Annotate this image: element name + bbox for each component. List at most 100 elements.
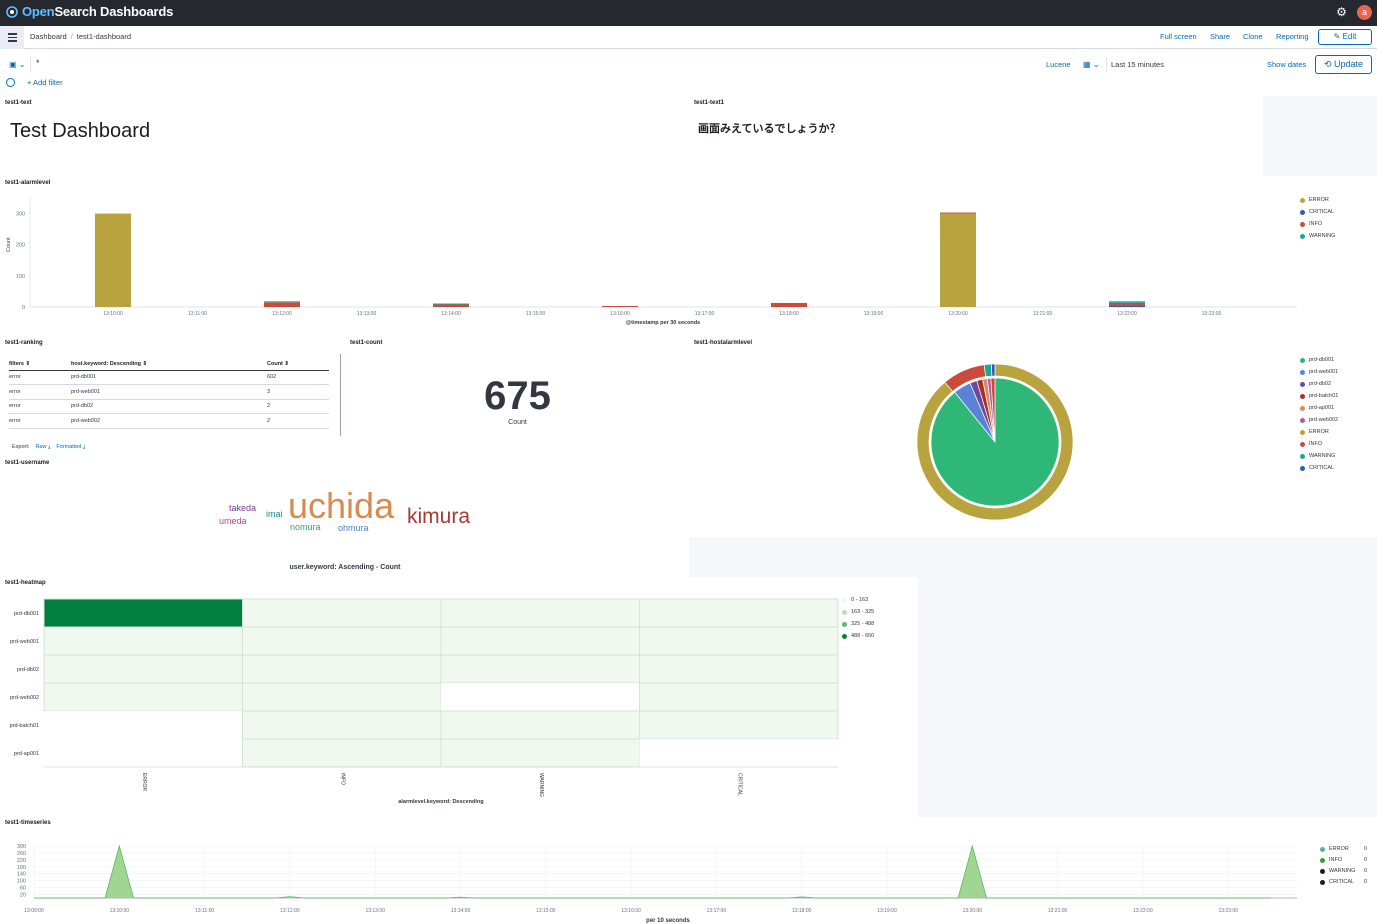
alarmlevel-xtick: 13:16:00 — [610, 311, 630, 317]
column-header-count[interactable]: Count ⇕ — [267, 358, 329, 371]
share-link[interactable]: Share — [1210, 32, 1231, 41]
nav-bar: Dashboard / test1-dashboard Full screen … — [0, 26, 1377, 49]
heatmap-cell — [441, 683, 640, 711]
show-dates-link[interactable]: Show dates — [1267, 60, 1307, 69]
table-row: error prd-web002 2 — [9, 413, 329, 429]
legend-value: 0 — [1364, 857, 1368, 863]
alarmlevel-bar — [1109, 301, 1145, 303]
pie-slice — [991, 363, 996, 377]
word-cloud-tag[interactable]: nomura — [290, 522, 321, 532]
refresh-icon: ⟲ — [1323, 59, 1334, 69]
column-header-filters[interactable]: filters ⇕ — [9, 358, 71, 371]
date-quick-select[interactable]: ▦ ⌄ — [1079, 57, 1107, 73]
update-button[interactable]: ⟲ Update — [1315, 55, 1372, 74]
legend-item[interactable]: prd-db001 — [1300, 357, 1334, 363]
export-formatted-link[interactable]: Formatted ⤓ — [56, 444, 86, 450]
saved-query-button[interactable]: ▣ ⌄ — [5, 57, 31, 73]
query-language-toggle[interactable]: Lucene — [1046, 60, 1071, 69]
alarmlevel-ytick: 300 — [16, 212, 25, 218]
legend-item[interactable]: 163 - 325 — [842, 609, 874, 615]
legend-label: WARNING — [1309, 233, 1336, 239]
legend-dot-icon — [1300, 233, 1305, 239]
legend-label: CRITICAL — [1309, 209, 1335, 215]
table-row: error prd-db001 602 — [9, 370, 329, 385]
metric-label: Count — [508, 419, 527, 426]
word-cloud-tag[interactable]: uchida — [288, 485, 395, 526]
panel-title-heatmap: test1-heatmap — [5, 580, 46, 586]
add-filter-link[interactable]: + Add filter — [27, 78, 63, 87]
legend-item[interactable]: CRITICAL — [1300, 209, 1334, 215]
panel-title-alarmlevel: test1-alarmlevel — [5, 180, 51, 186]
alarmlevel-bar — [771, 302, 807, 307]
legend-item[interactable]: 0 - 163 — [842, 597, 868, 603]
legend-item[interactable]: WARNING 0 — [1320, 868, 1367, 874]
legend-item[interactable]: prd-web002 — [1300, 417, 1338, 423]
top-header: OpenSearch Dashboards ⚙ a — [0, 0, 1377, 26]
word-cloud-tag[interactable]: umeda — [219, 516, 247, 526]
heatmap-cell — [43, 654, 243, 684]
legend-item[interactable]: prd-batch01 — [1300, 393, 1338, 399]
legend-dot-icon — [1300, 221, 1305, 227]
alarmlevel-xtick: 13:12:00 — [272, 311, 292, 317]
legend-item[interactable]: prd-ap001 — [1300, 405, 1334, 411]
timeseries-xtick: 13:13:00 — [365, 908, 385, 914]
legend-item[interactable]: INFO — [1300, 221, 1322, 227]
heatmap-cell — [44, 739, 243, 767]
opensearch-logo[interactable]: OpenSearch Dashboards — [6, 4, 173, 19]
legend-item[interactable]: ERROR — [1300, 197, 1329, 203]
column-header-host[interactable]: host.keyword: Descending ⇕ — [71, 358, 267, 371]
export-raw-link[interactable]: Raw ⤓ — [35, 444, 51, 450]
reporting-link[interactable]: Reporting — [1276, 32, 1309, 41]
alarmlevel-ytick: 100 — [16, 274, 25, 280]
timeseries-xtick: 13:20:00 — [963, 908, 983, 914]
legend-item[interactable]: INFO 0 — [1320, 857, 1367, 863]
table-cell: prd-web001 — [71, 384, 267, 400]
legend-item[interactable]: 488 - 650 — [842, 633, 874, 639]
calendar-icon: ▦ ⌄ — [1083, 60, 1100, 69]
query-input[interactable]: * — [36, 58, 40, 68]
legend-item[interactable]: ERROR — [1300, 429, 1329, 435]
word-cloud-tag[interactable]: imai — [266, 509, 283, 519]
word-cloud-tag[interactable]: ohmura — [338, 523, 369, 533]
alarmlevel-xtick: 13:23:00 — [1202, 311, 1222, 317]
help-icon[interactable]: ⚙ — [1336, 5, 1347, 19]
word-cloud-caption: user.keyword: Ascending - Count — [289, 564, 401, 571]
timeseries-ytick: 220 — [17, 858, 26, 864]
alarmlevel-ylabel: Count — [6, 237, 12, 252]
word-cloud-tag[interactable]: takeda — [229, 503, 257, 513]
legend-item[interactable]: ERROR 0 — [1320, 846, 1367, 852]
legend-item[interactable]: WARNING — [1300, 233, 1335, 239]
legend-item[interactable]: 325 - 488 — [842, 621, 874, 627]
timeseries-xlabel: per 10 seconds — [646, 918, 690, 924]
date-range-text[interactable]: Last 15 minutes — [1111, 60, 1164, 69]
user-avatar[interactable]: a — [1357, 5, 1372, 20]
breadcrumb-dashboard[interactable]: Dashboard — [30, 32, 67, 41]
heatmap-cell — [242, 710, 442, 740]
legend-item[interactable]: CRITICAL — [1300, 465, 1334, 471]
legend-label: WARNING — [1309, 453, 1336, 459]
edit-button[interactable]: ✎ Edit — [1318, 29, 1372, 45]
legend-item[interactable]: INFO — [1300, 441, 1322, 447]
legend-item[interactable]: prd-web001 — [1300, 369, 1338, 375]
menu-toggle-button[interactable] — [0, 26, 24, 49]
empty-grid-space — [1263, 96, 1377, 176]
legend-label: prd-batch01 — [1309, 393, 1339, 399]
word-cloud-tag[interactable]: kimura — [407, 505, 471, 528]
legend-dot-icon — [1300, 381, 1305, 387]
clone-link[interactable]: Clone — [1243, 32, 1263, 41]
table-row: error prd-web001 3 — [9, 384, 329, 400]
legend-item[interactable]: CRITICAL 0 — [1320, 879, 1367, 885]
legend-dot-icon — [842, 633, 847, 639]
heatmap-row-label: prd-db001 — [14, 611, 39, 617]
legend-label: CRITICAL — [1309, 465, 1335, 471]
timeseries-ytick: 300 — [17, 844, 26, 850]
legend-item[interactable]: WARNING — [1300, 453, 1335, 459]
legend-dot-icon — [1300, 405, 1305, 411]
legend-item[interactable]: prd-db02 — [1300, 381, 1331, 387]
pencil-icon: ✎ — [1333, 32, 1343, 41]
heatmap-row-label: prd-db02 — [17, 667, 39, 673]
hostalarmlevel-pie-chart — [916, 363, 1074, 521]
panel-title-hostalarmlevel: test1-hostalarmlevel — [694, 340, 753, 346]
filter-options-icon[interactable] — [6, 78, 15, 87]
full-screen-link[interactable]: Full screen — [1160, 32, 1197, 41]
